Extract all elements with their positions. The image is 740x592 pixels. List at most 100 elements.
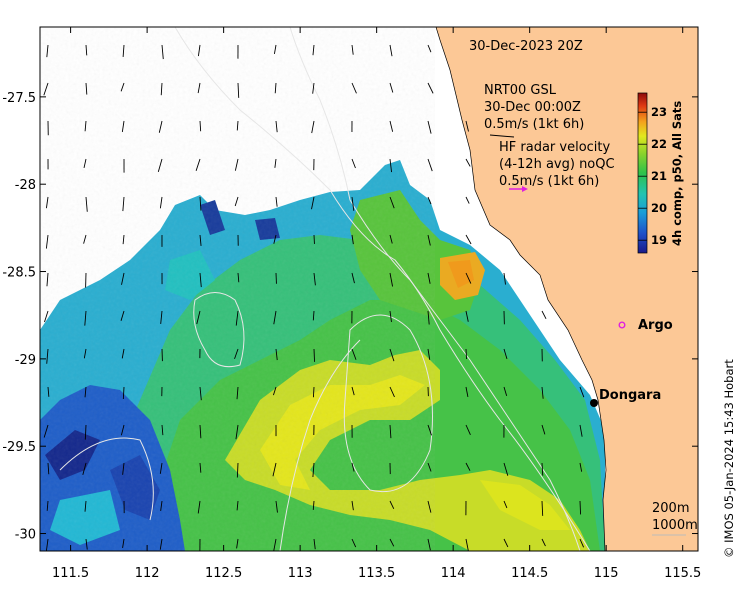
x-tick-label: 115 (594, 566, 619, 581)
colorbar-tick-label: 22 (651, 137, 667, 151)
current-vector (312, 310, 315, 321)
current-vector (541, 462, 544, 476)
current-vector (122, 234, 125, 245)
current-vector (389, 158, 392, 173)
current-vector (351, 538, 357, 548)
current-vector (389, 348, 395, 362)
current-vector (503, 348, 508, 359)
current-vector (272, 462, 277, 477)
current-vector (122, 44, 125, 57)
current-vector (85, 44, 88, 56)
current-vector (313, 348, 315, 362)
current-vector (46, 44, 49, 58)
current-vector (199, 234, 202, 246)
current-vector (45, 234, 49, 249)
current-vector (312, 462, 315, 478)
current-vector (503, 386, 508, 397)
current-vector (389, 44, 393, 57)
current-vector (85, 82, 88, 95)
current-vector (83, 348, 87, 359)
current-vector (351, 44, 354, 55)
colorbar-tick-label: 23 (651, 105, 667, 119)
current-vector (579, 500, 582, 515)
current-vector (579, 462, 583, 472)
argo-marker (618, 321, 626, 329)
model-legend-line2: 30-Dec 00:00Z (484, 100, 581, 115)
current-vector (235, 310, 239, 326)
current-vector (312, 44, 315, 56)
current-vector (503, 272, 506, 285)
current-vector (465, 348, 467, 360)
current-vector (199, 196, 202, 211)
depth-legend-200m: 200m (652, 501, 689, 516)
current-vector (351, 234, 354, 245)
current-vector (541, 424, 546, 435)
current-vector (275, 196, 278, 207)
current-vector (84, 120, 87, 132)
y-tick-label: -29 (15, 353, 36, 368)
depth-contours (59, 27, 591, 551)
current-vector (47, 386, 50, 397)
current-vector (351, 462, 355, 472)
current-vector (199, 272, 202, 288)
current-vector (199, 424, 202, 439)
current-vector (44, 310, 49, 323)
place-dongara: Dongara (590, 388, 661, 407)
current-vector (273, 386, 277, 396)
current-vector (311, 196, 315, 210)
colorbar-scale (637, 92, 648, 254)
current-vector (351, 272, 355, 284)
x-tick-label: 112 (135, 566, 160, 581)
current-vector (273, 538, 277, 551)
current-vector (84, 310, 87, 326)
current-vector (465, 158, 471, 167)
current-vector (541, 310, 547, 319)
current-vector (313, 272, 316, 286)
current-vector (579, 424, 583, 437)
current-vector (120, 82, 125, 92)
current-vector (197, 82, 201, 94)
current-vector (46, 348, 49, 364)
current-vector (275, 348, 278, 361)
current-vector (389, 196, 395, 209)
current-vector (427, 196, 432, 205)
current-vector (427, 44, 432, 53)
current-vector (160, 310, 163, 325)
current-vector (237, 82, 240, 98)
current-vector (503, 500, 508, 509)
current-vector (389, 386, 395, 398)
colorbar-ticks: 19 20 21 22 23 (638, 105, 667, 247)
current-vector (84, 386, 87, 398)
current-vector (83, 158, 87, 169)
current-vector (120, 310, 125, 321)
current-vector (83, 234, 87, 244)
current-vector (311, 120, 315, 134)
y-tick-label: -27.5 (2, 91, 36, 106)
current-vector (465, 424, 471, 436)
current-vector (160, 82, 163, 96)
current-vector (465, 462, 471, 471)
current-vector (465, 234, 472, 245)
depth-legend-1000m: 1000m (652, 518, 698, 533)
current-vector (465, 196, 470, 204)
colorbar: 19 20 21 22 23 4h comp, p50, All Sats (637, 92, 684, 254)
current-vector (427, 82, 434, 94)
current-vector (389, 234, 393, 244)
current-vector (236, 120, 239, 131)
current-vector (235, 424, 239, 440)
current-vector (237, 272, 240, 283)
current-vector (120, 424, 125, 436)
current-vector (159, 538, 163, 550)
current-vector (389, 424, 392, 439)
current-vector (351, 500, 354, 511)
model-scale-arrow (489, 134, 515, 138)
current-vector (46, 500, 49, 511)
current-vector (465, 272, 472, 284)
x-tick-label: 113 (288, 566, 313, 581)
y-tick-label: -29.5 (2, 440, 36, 455)
current-vector (236, 538, 239, 549)
current-vector (427, 310, 430, 325)
current-vector (121, 120, 125, 132)
current-vector (43, 82, 49, 96)
